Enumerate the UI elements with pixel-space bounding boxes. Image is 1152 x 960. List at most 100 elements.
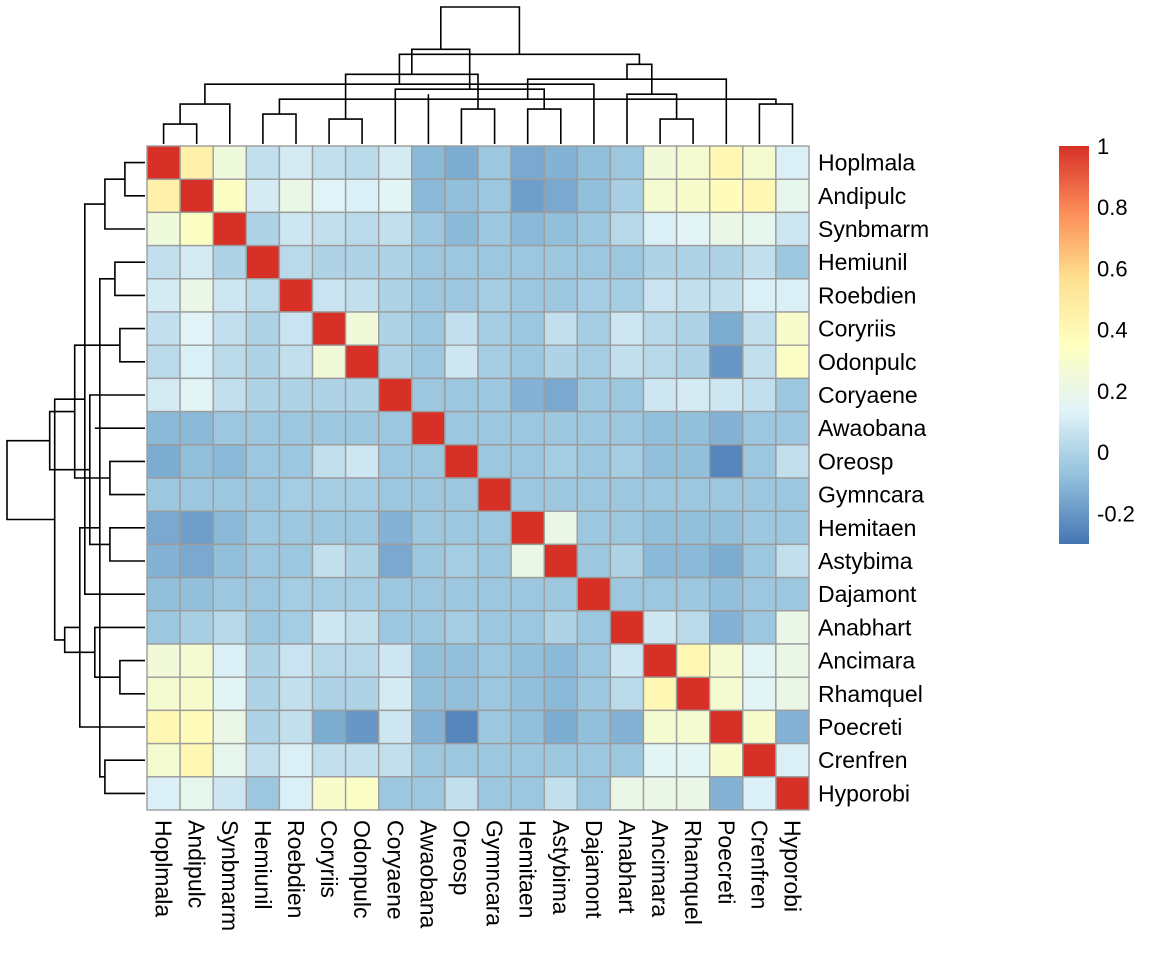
heatmap-cell bbox=[709, 377, 744, 413]
heatmap-cell bbox=[378, 709, 413, 745]
heatmap-cell bbox=[212, 510, 247, 546]
heatmap-cell bbox=[775, 576, 810, 612]
row-label: Hemiunil bbox=[818, 249, 907, 275]
heatmap-cell bbox=[278, 278, 314, 313]
heatmap-cell bbox=[675, 244, 711, 280]
heatmap-cell bbox=[742, 311, 777, 346]
heatmap-cell bbox=[609, 178, 645, 214]
heatmap-cell bbox=[344, 377, 380, 413]
heatmap-cell bbox=[675, 709, 711, 745]
heatmap-cell bbox=[378, 610, 413, 645]
heatmap-cell bbox=[609, 776, 645, 811]
heatmap-cell bbox=[510, 643, 545, 678]
row-label: Hemitaen bbox=[818, 515, 916, 541]
column-dendrogram bbox=[162, 6, 794, 144]
heatmap-cell bbox=[543, 145, 579, 180]
heatmap-cell bbox=[510, 311, 545, 346]
heatmap-cell bbox=[212, 278, 247, 313]
heatmap-cell bbox=[378, 543, 413, 579]
heatmap-cell bbox=[510, 410, 545, 446]
heatmap-cell bbox=[146, 178, 181, 214]
heatmap-cell bbox=[278, 211, 314, 247]
heatmap-cell bbox=[311, 377, 347, 413]
heatmap-cell bbox=[212, 576, 247, 612]
heatmap-cell bbox=[642, 643, 678, 678]
heatmap-cell bbox=[576, 576, 612, 612]
heatmap-cell bbox=[543, 410, 579, 446]
heatmap-cell bbox=[444, 410, 479, 446]
heatmap-cell bbox=[642, 344, 678, 380]
heatmap-cell bbox=[775, 244, 810, 280]
heatmap-cell bbox=[675, 610, 711, 645]
heatmap-cell bbox=[543, 610, 579, 645]
heatmap-cell bbox=[411, 709, 446, 745]
heatmap-cell bbox=[642, 610, 678, 645]
heatmap-cell bbox=[146, 742, 181, 778]
heatmap-cell bbox=[245, 776, 281, 811]
legend-tick-label: 1 bbox=[1097, 134, 1109, 159]
row-label: Hoplmala bbox=[818, 150, 915, 176]
heatmap-cell bbox=[212, 676, 247, 712]
heatmap-cell bbox=[775, 344, 810, 380]
heatmap-cell bbox=[212, 211, 247, 247]
heatmap-cell bbox=[245, 178, 281, 214]
heatmap-cell bbox=[378, 510, 413, 546]
heatmap-cell bbox=[543, 377, 579, 413]
heatmap-cell bbox=[576, 543, 612, 579]
heatmap-cell bbox=[775, 311, 810, 346]
heatmap-cell bbox=[742, 510, 777, 546]
heatmap-cell bbox=[609, 444, 645, 479]
heatmap-cell bbox=[444, 178, 479, 214]
heatmap-cell bbox=[179, 444, 214, 479]
heatmap-cell bbox=[344, 178, 380, 214]
heatmap-cell bbox=[179, 377, 214, 413]
heatmap-cell bbox=[278, 311, 314, 346]
heatmap-cell bbox=[576, 444, 612, 479]
heatmap-cell bbox=[742, 543, 777, 579]
heatmap-cell bbox=[245, 709, 281, 745]
heatmap-cell bbox=[576, 344, 612, 380]
heatmap-cell bbox=[378, 344, 413, 380]
heatmap-cell bbox=[444, 576, 479, 612]
heatmap-cell bbox=[411, 410, 446, 446]
heatmap-cell bbox=[709, 444, 744, 479]
heatmap-cell bbox=[477, 145, 512, 180]
dendrogram-branch bbox=[119, 659, 145, 695]
heatmap-cell bbox=[576, 510, 612, 546]
heatmap-cell bbox=[775, 543, 810, 579]
heatmap-cell bbox=[311, 344, 347, 380]
dendrogram-branch bbox=[758, 103, 794, 144]
heatmap-cell bbox=[709, 676, 744, 712]
heatmap-cell bbox=[477, 311, 512, 346]
dendrogram-branch bbox=[114, 261, 145, 297]
heatmap-cell bbox=[477, 676, 512, 712]
heatmap-cell bbox=[344, 510, 380, 546]
heatmap-cell bbox=[212, 145, 247, 180]
dendrogram-branch bbox=[119, 327, 145, 363]
heatmap-cell bbox=[179, 311, 214, 346]
heatmap-cell bbox=[609, 709, 645, 745]
column-label: Astybima bbox=[548, 820, 574, 915]
heatmap-cell bbox=[775, 610, 810, 645]
dendrogram-branch bbox=[328, 118, 363, 144]
heatmap-cell bbox=[609, 244, 645, 280]
heatmap-cell bbox=[245, 676, 281, 712]
heatmap-cell bbox=[378, 643, 413, 678]
heatmap-cell bbox=[411, 676, 446, 712]
heatmap-cell bbox=[642, 543, 678, 579]
heatmap-cell bbox=[742, 211, 777, 247]
heatmap-cell bbox=[311, 145, 347, 180]
heatmap-cell bbox=[212, 311, 247, 346]
heatmap-cell bbox=[146, 709, 181, 745]
heatmap-cell bbox=[775, 377, 810, 413]
heatmap-cell bbox=[179, 742, 214, 778]
row-label: Dajamont bbox=[818, 581, 917, 607]
heatmap-cell bbox=[477, 410, 512, 446]
heatmap-cell bbox=[411, 543, 446, 579]
heatmap-cell bbox=[411, 576, 446, 612]
heatmap-cell bbox=[146, 410, 181, 446]
heatmap-cell bbox=[344, 709, 380, 745]
heatmap-cell bbox=[742, 244, 777, 280]
heatmap-cell bbox=[709, 244, 744, 280]
column-label: Andipulc bbox=[184, 820, 210, 908]
